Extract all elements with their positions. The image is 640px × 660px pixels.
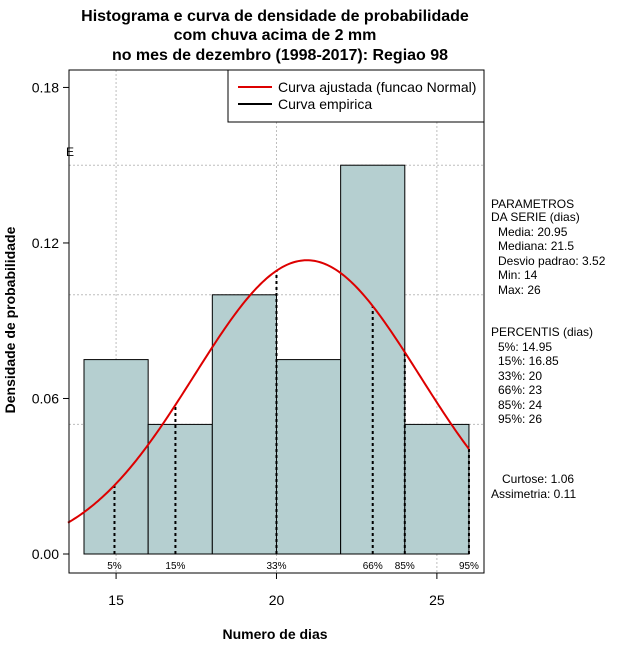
parametro-max: Max: 26 bbox=[498, 283, 541, 297]
histogram-bar-2 bbox=[211, 294, 277, 555]
y-tick-label-0: 0.00 bbox=[32, 546, 59, 562]
parametro-media: Media: 20.95 bbox=[498, 225, 568, 239]
y-tick-label-3: 0.18 bbox=[32, 79, 59, 95]
legend-label-empirical: Curva empirica bbox=[278, 96, 372, 112]
percentile-label-1: 15% bbox=[165, 561, 185, 572]
x-tick-label-2: 25 bbox=[429, 592, 445, 608]
y-tick-label-1: 0.06 bbox=[32, 390, 59, 406]
percentil-33: 33%: 20 bbox=[498, 369, 542, 383]
percentile-label-0: 5% bbox=[107, 561, 122, 572]
legend: Curva ajustada (funcao Normal) Curva emp… bbox=[227, 69, 485, 123]
percentile-label-5: 95% bbox=[459, 561, 479, 572]
percentil-66: 66%: 23 bbox=[498, 383, 542, 397]
axes: 0.00 0.06 0.12 0.18 15 20 25 bbox=[32, 79, 445, 608]
parametro-desvio: Desvio padrao: 3.52 bbox=[498, 254, 606, 268]
x-tick-label-0: 15 bbox=[108, 592, 124, 608]
shape-panel: Curtose: 1.06 Assimetria: 0.11 bbox=[491, 472, 576, 501]
percentil-5: 5%: 14.95 bbox=[498, 340, 552, 354]
stray-mark: E bbox=[66, 145, 74, 159]
x-tick-label-1: 20 bbox=[269, 592, 285, 608]
histogram-bar-5 bbox=[404, 423, 470, 555]
parametros-header-2: DA SERIE (dias) bbox=[491, 210, 580, 224]
legend-label-normal: Curva ajustada (funcao Normal) bbox=[278, 79, 476, 95]
legend-box bbox=[227, 69, 485, 123]
histogram-bar-1 bbox=[147, 423, 213, 555]
normal-fit-curve bbox=[67, 259, 470, 524]
assimetria: Assimetria: 0.11 bbox=[491, 487, 576, 501]
chart-title-line-3: no mes de dezembro (1998-2017): Regiao 9… bbox=[112, 47, 448, 64]
y-axis-label: Densidade de probabilidade bbox=[2, 226, 18, 413]
curtose: Curtose: 1.06 bbox=[502, 472, 574, 486]
parametros-panel: PARAMETROS DA SERIE (dias) Media: 20.95 … bbox=[491, 197, 606, 297]
y-tick-label-2: 0.12 bbox=[32, 235, 59, 251]
percentile-label-3: 66% bbox=[363, 561, 383, 572]
parametro-mediana: Mediana: 21.5 bbox=[498, 239, 574, 253]
percentile-label-4: 85% bbox=[395, 561, 415, 572]
percentil-15: 15%: 16.85 bbox=[498, 354, 559, 368]
percentis-panel: PERCENTIS (dias) 5%: 14.95 15%: 16.85 33… bbox=[491, 325, 593, 426]
histogram-bar-3 bbox=[275, 359, 342, 555]
x-axis-label: Numero de dias bbox=[222, 626, 327, 642]
chart-title-line-2: com chuva acima de 2 mm bbox=[174, 27, 377, 44]
percentil-95: 95%: 26 bbox=[498, 412, 542, 426]
percentile-lines: 5% 15% 33% 66% 85% 95% bbox=[107, 270, 479, 572]
parametros-header-1: PARAMETROS bbox=[491, 197, 574, 211]
chart-title-line-1: Histograma e curva de densidade de proba… bbox=[81, 8, 469, 25]
percentil-85: 85%: 24 bbox=[498, 398, 542, 412]
percentis-header: PERCENTIS (dias) bbox=[491, 325, 593, 339]
percentile-label-2: 33% bbox=[266, 561, 286, 572]
parametro-min: Min: 14 bbox=[498, 268, 538, 282]
histogram-bar-0 bbox=[83, 359, 149, 555]
